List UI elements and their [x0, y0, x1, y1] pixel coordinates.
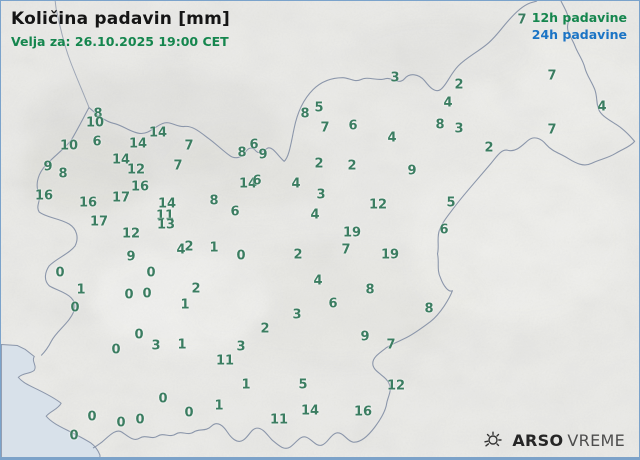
- page-title: Količina padavin [mm]: [11, 9, 230, 29]
- map-header: Količina padavin [mm] Velja za: 26.10.20…: [11, 9, 230, 50]
- valid-time-label: Velja za: 26.10.2025 19:00 CET: [11, 34, 229, 50]
- legend-item-24h: 24h padavine: [531, 26, 627, 42]
- brand-wordmark: ARSO VREME: [512, 431, 625, 450]
- legend-item-12h: 12h padavine: [531, 10, 627, 25]
- slovenia-border-east-south: [92, 1, 636, 449]
- branding: ARSO VREME: [481, 429, 625, 451]
- brand-product: VREME: [567, 430, 625, 450]
- sun-icon: [481, 429, 503, 451]
- slovenia-border-west: [36, 107, 90, 356]
- map-bottom-frame: [1, 457, 639, 459]
- legend: 12h padavine 24h padavine: [532, 10, 627, 44]
- sea-shape: [1, 343, 101, 459]
- italy-austria-border: [54, 1, 90, 108]
- brand-agency: ARSO: [512, 430, 564, 450]
- slovenia-border-north: [88, 1, 538, 162]
